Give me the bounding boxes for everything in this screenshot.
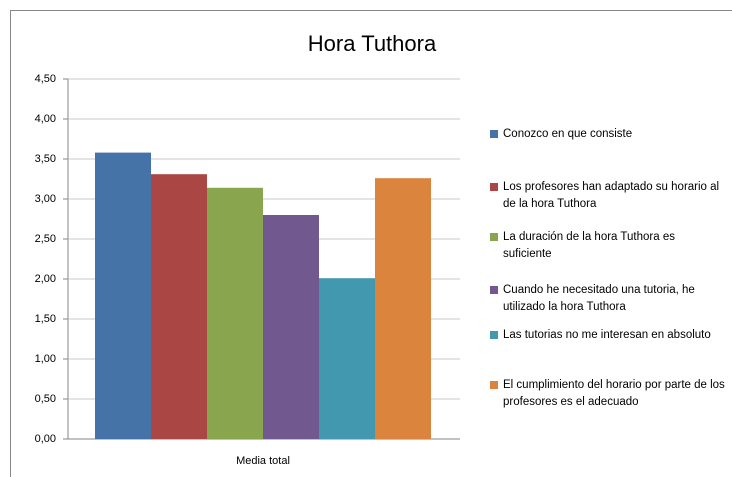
legend-swatch [490, 286, 498, 294]
legend-swatch [490, 130, 498, 138]
bar [375, 178, 431, 439]
legend-label: Las tutorias no me interesan en absoluto [503, 329, 711, 341]
legend-label: Los profesores han adaptado su horario a… [503, 181, 720, 210]
legend-entry: Las tutorias no me interesan en absoluto [490, 327, 726, 344]
legend-label: Cuando he necesitado una tutoria, he uti… [503, 284, 695, 313]
x-tick-label: Media total [236, 455, 290, 467]
legend-entry: La duración de la hora Tuthora es sufici… [490, 229, 726, 263]
legend-swatch [490, 381, 498, 389]
bar [151, 174, 207, 439]
y-tick-label: 0,50 [35, 393, 56, 405]
legend-label: La duración de la hora Tuthora es sufici… [503, 231, 675, 260]
y-tick-label: 1,50 [35, 313, 56, 325]
y-tick-label: 3,50 [35, 153, 56, 165]
legend-entry: Conozco en que consiste [490, 126, 726, 143]
legend-swatch [490, 183, 498, 191]
y-tick-label: 1,00 [35, 353, 56, 365]
legend-swatch [490, 331, 498, 339]
y-tick-label: 4,50 [35, 73, 56, 85]
y-tick-label: 2,00 [35, 273, 56, 285]
bar [319, 278, 375, 439]
bar [95, 152, 151, 439]
legend-entry: Cuando he necesitado una tutoria, he uti… [490, 282, 726, 316]
chart-title: Hora Tuthora [308, 31, 437, 56]
chart-border [10, 10, 732, 477]
bar [263, 215, 319, 439]
legend-swatch [490, 233, 498, 241]
y-tick-label: 3,00 [35, 193, 56, 205]
legend-entry: El cumplimiento del horario por parte de… [490, 377, 726, 411]
legend-label: Conozco en que consiste [503, 128, 633, 140]
y-tick-label: 0,00 [35, 433, 56, 445]
y-tick-label: 2,50 [35, 233, 56, 245]
bar [207, 187, 263, 439]
legend-entry: Los profesores han adaptado su horario a… [490, 179, 726, 213]
legend-label: El cumplimiento del horario por parte de… [503, 379, 725, 408]
y-tick-label: 4,00 [35, 113, 56, 125]
